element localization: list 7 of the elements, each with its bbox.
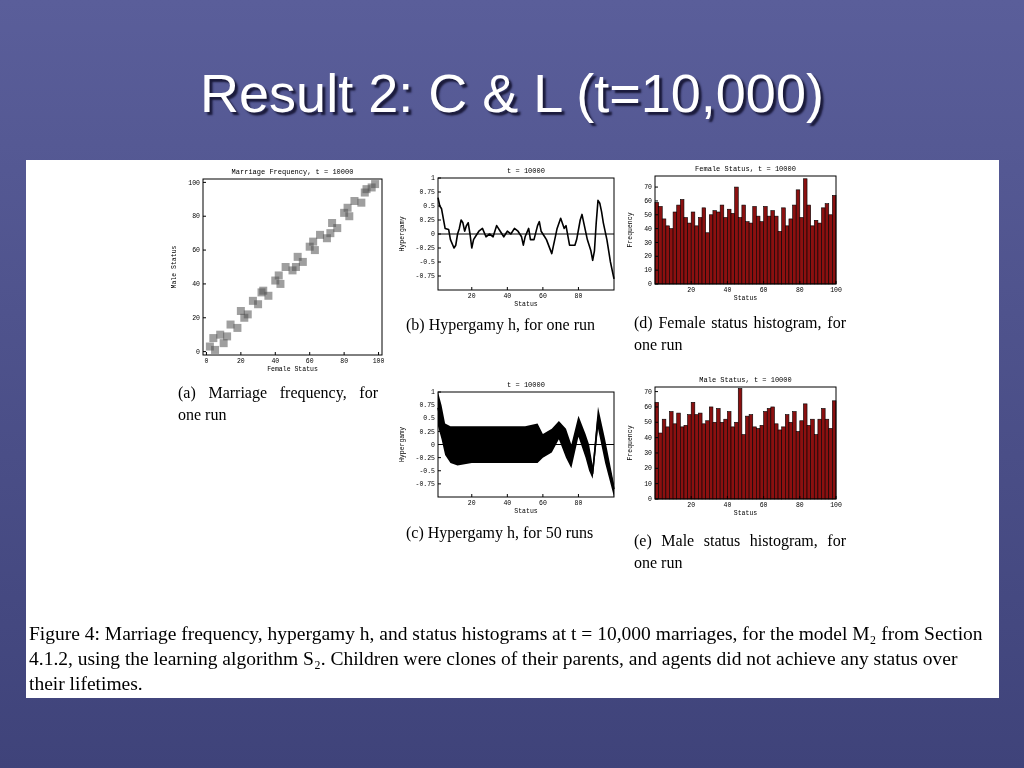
text: (d) Female status histogram, for one run (634, 313, 846, 355)
text: (a) Marriage frequency, for one run (178, 383, 378, 425)
text: (e) Male status histogram, for one run (634, 531, 846, 573)
text: Result 2: C & L (t=10,000) (199, 62, 825, 124)
caption: Figure 4: Marriage frequency, hypergamy h, and status histograms at t = 10,000 marriages, for the model M₂ from Section 4.1.2, using the learning algorithm S₂. Children were clones of their parents, and agents did not achieve any status over their lifetimes. (29, 622, 984, 696)
text: (b) Hypergamy h, for one run (406, 315, 596, 336)
text: (c) Hypergamy h, for 50 runs (406, 523, 595, 544)
